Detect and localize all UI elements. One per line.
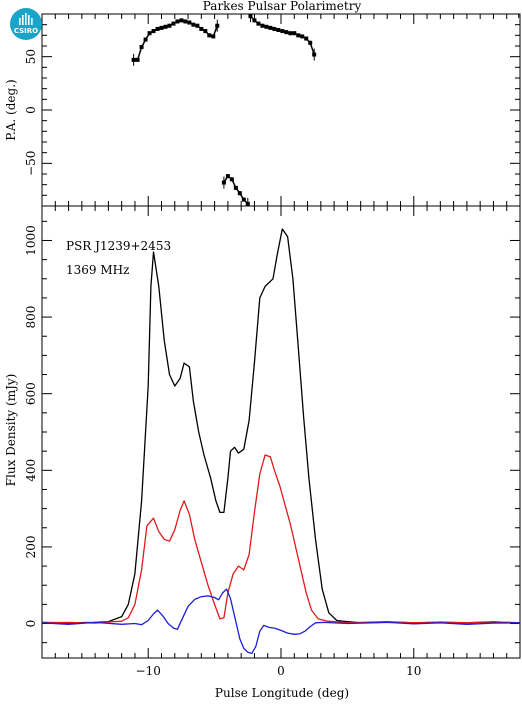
- pa-point: [252, 18, 257, 23]
- pa-point: [304, 36, 309, 41]
- pa-point: [187, 20, 192, 25]
- pa-point: [221, 180, 226, 185]
- pa-point: [203, 29, 208, 34]
- pa-point: [280, 29, 285, 34]
- pa-point: [199, 26, 204, 31]
- flux-x-tick-label: 0: [277, 664, 285, 678]
- flux-y-tick-label: 0: [24, 620, 38, 628]
- flux-y-tick-label: 600: [24, 382, 38, 405]
- pa-point: [272, 26, 277, 31]
- pa-point: [207, 33, 212, 38]
- pa-point: [517, 10, 521, 14]
- pa-point: [308, 40, 313, 45]
- pa-point: [211, 34, 216, 39]
- pa-point: [143, 37, 148, 42]
- total-intensity-line: [42, 228, 520, 624]
- frequency-annotation: 1369 MHz: [66, 263, 129, 277]
- pa-point: [264, 24, 269, 29]
- pa-point: [131, 57, 136, 62]
- pa-frame: [41, 13, 521, 207]
- csiro-logo: CSIRO: [10, 8, 42, 40]
- flux-y-tick-label: 200: [24, 535, 38, 558]
- pa-ticks: [41, 13, 521, 206]
- pa-data: [131, 10, 521, 206]
- pa-point: [155, 26, 160, 31]
- pa-point: [225, 174, 230, 179]
- flux-series: [42, 228, 520, 655]
- pa-point: [268, 25, 273, 30]
- pa-point: [248, 14, 253, 19]
- pa-y-tick-labels: −50 0 50: [24, 49, 38, 176]
- pa-point: [167, 23, 172, 28]
- pa-point: [241, 197, 246, 202]
- pa-point: [195, 23, 200, 28]
- circular-intensity-line: [42, 588, 520, 655]
- logo-text: CSIRO: [13, 27, 39, 35]
- flux-y-tick-label: 800: [24, 306, 38, 329]
- pa-point: [147, 31, 152, 36]
- pa-y-tick-label: −50: [24, 151, 38, 176]
- pa-point: [229, 177, 234, 182]
- pa-point: [215, 23, 220, 28]
- pa-point: [300, 34, 305, 39]
- pa-point: [233, 185, 238, 190]
- pa-y-axis-label: P.A. (deg.): [4, 79, 18, 140]
- flux-x-tick-label: −10: [136, 664, 161, 678]
- position-angle-panel: −50 0 50 P.A. (deg.): [4, 10, 521, 207]
- flux-x-tick-label: 10: [406, 664, 421, 678]
- pa-y-tick-label: 0: [24, 106, 38, 114]
- flux-x-axis-label: Pulse Longitude (deg): [215, 686, 349, 700]
- pa-point: [175, 19, 180, 24]
- pa-point: [151, 29, 156, 34]
- flux-data-clip: [42, 228, 520, 655]
- pa-point: [296, 33, 301, 38]
- pa-point: [237, 191, 242, 196]
- pa-point: [139, 45, 144, 50]
- pa-point: [245, 201, 250, 206]
- flux-y-tick-label: 1000: [24, 225, 38, 256]
- figure-title: Parkes Pulsar Polarimetry: [203, 0, 362, 13]
- linear-intensity-line: [42, 454, 520, 624]
- pa-point: [312, 52, 317, 57]
- flux-x-tick-labels: −10 0 10: [136, 664, 422, 678]
- pa-data-clip: [131, 10, 521, 206]
- psr-name-annotation: PSR J1239+2453: [66, 239, 171, 253]
- flux-y-axis-label: Flux Density (mJy): [4, 374, 18, 487]
- flux-ticks: [41, 206, 521, 658]
- pa-point: [179, 18, 184, 23]
- pa-point: [288, 31, 293, 36]
- pa-point: [163, 24, 168, 29]
- pa-point: [256, 21, 261, 26]
- pa-point: [260, 23, 265, 28]
- pa-point: [191, 22, 196, 27]
- pa-point: [284, 30, 289, 35]
- pa-point: [183, 19, 188, 24]
- pa-point: [135, 57, 140, 62]
- flux-y-tick-label: 400: [24, 459, 38, 482]
- pa-y-tick-label: 50: [24, 49, 38, 64]
- pa-point: [276, 28, 281, 32]
- flux-y-tick-labels: 0 200 400 600 800 1000: [24, 225, 38, 627]
- logo-bars-icon: [19, 13, 33, 25]
- pa-point: [292, 31, 297, 36]
- pa-point: [171, 21, 176, 26]
- pa-point: [159, 25, 164, 30]
